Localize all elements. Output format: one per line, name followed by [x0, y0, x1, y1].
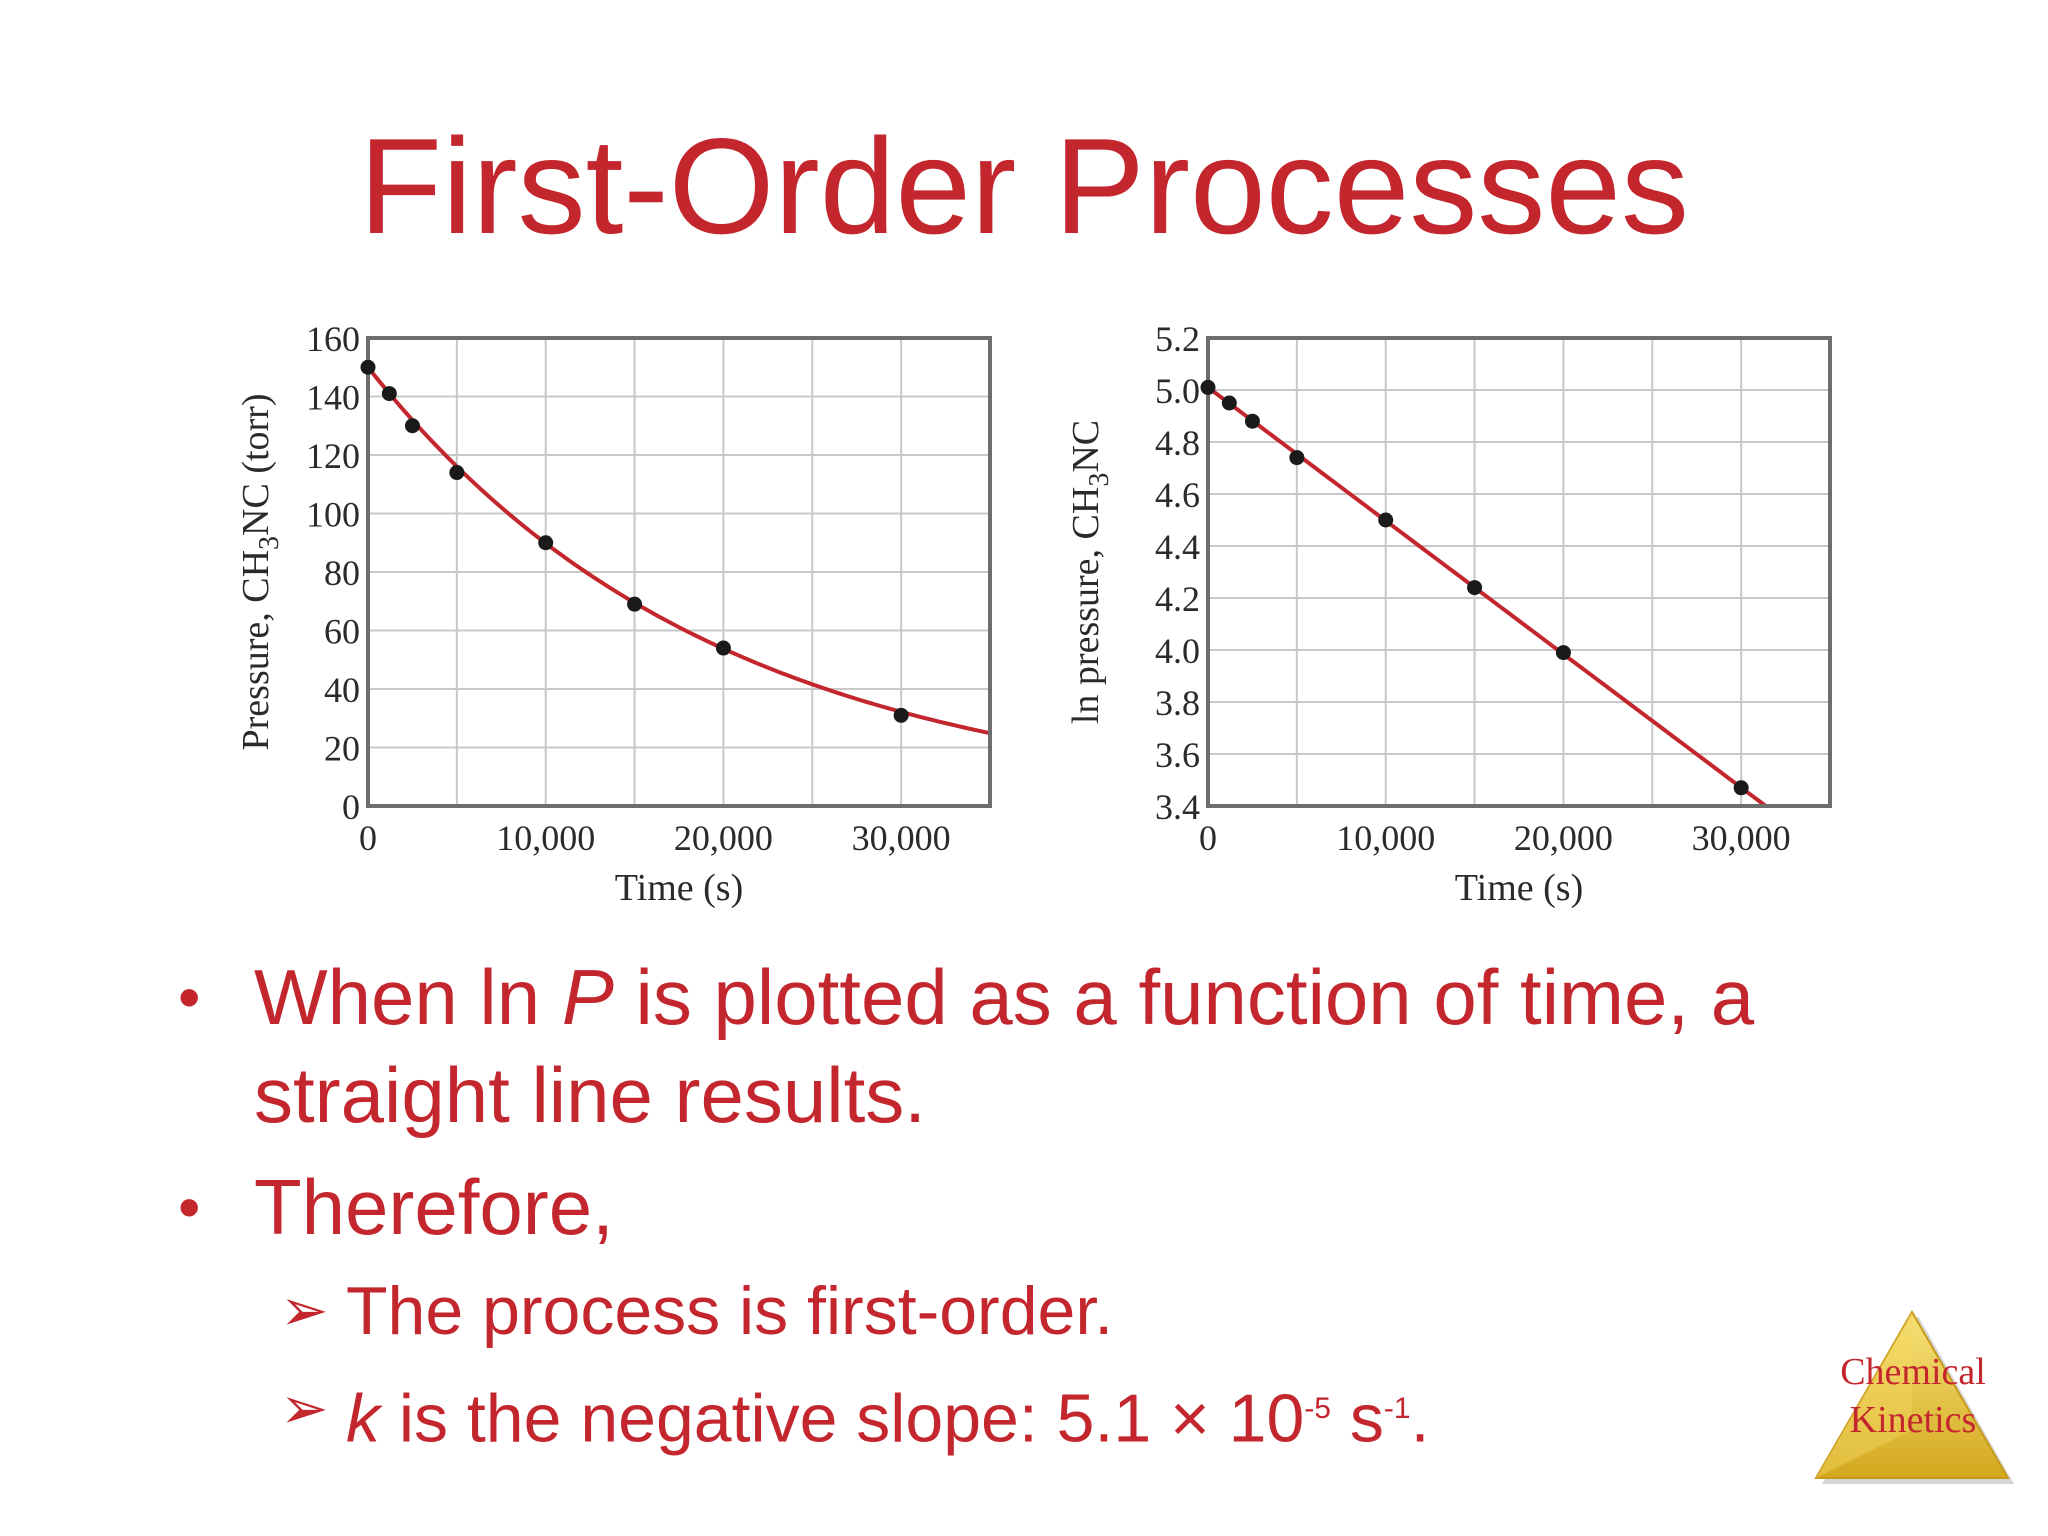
x-axis-label: Time (s) — [1455, 867, 1583, 909]
data-point — [1289, 450, 1305, 466]
y-axis-label: ln pressure, CH3NC — [1065, 420, 1115, 724]
y-tick-label: 120 — [306, 436, 360, 476]
pressure-vs-time-chart: 0 20 40 60 80 100 120 140 160 0 10,000 20,000 30,000… — [235, 319, 992, 909]
y-tick-label: 3.8 — [1155, 683, 1200, 723]
data-point — [1378, 512, 1394, 528]
data-point — [404, 418, 420, 434]
y-tick-label: 80 — [324, 553, 360, 593]
plot-frame — [366, 336, 992, 808]
arrow-bullet-icon: ➢ — [280, 1278, 329, 1343]
y-tick-label: 0 — [342, 787, 360, 827]
data-point — [360, 359, 376, 375]
bullet-dot-icon: • — [178, 961, 201, 1033]
x-tick-label: 0 — [1199, 818, 1217, 858]
data-point — [1200, 379, 1216, 395]
data-point — [538, 535, 554, 551]
x-tick-label: 30,000 — [1692, 818, 1791, 858]
y-axis-label: Pressure, CH3NC (torr) — [235, 393, 285, 750]
y-tick-label: 5.2 — [1155, 319, 1200, 359]
data-point — [627, 596, 643, 612]
badge-label: Chemical Kinetics — [1840, 1351, 1986, 1441]
bullet-list: • When ln P is plotted as a function of … — [170, 948, 1930, 1468]
data-point — [1221, 395, 1237, 411]
x-tick-label: 0 — [359, 818, 377, 858]
slide-title: First-Order Processes — [359, 110, 1689, 262]
data-point — [1555, 645, 1571, 661]
data-point — [449, 465, 465, 481]
data-point — [1244, 413, 1260, 429]
bullet-item: • Therefore, — [170, 1158, 1930, 1256]
x-tick-label: 20,000 — [674, 818, 773, 858]
x-tick-label: 10,000 — [1336, 818, 1435, 858]
y-tick-label: 40 — [324, 670, 360, 710]
bullet-item: • When ln P is plotted as a function of … — [170, 948, 1930, 1144]
y-tick-label: 160 — [306, 319, 360, 359]
y-tick-label: 60 — [324, 612, 360, 652]
y-tick-label: 4.0 — [1155, 631, 1200, 671]
chemical-kinetics-triangle-icon — [1814, 1310, 2014, 1484]
data-point — [715, 640, 731, 656]
y-tick-label: 3.4 — [1155, 787, 1200, 827]
bullet-dot-icon: • — [178, 1171, 201, 1243]
x-axis-label: Time (s) — [615, 867, 743, 909]
data-point — [381, 386, 397, 402]
y-tick-label: 4.6 — [1155, 475, 1200, 515]
y-tick-label: 3.6 — [1155, 735, 1200, 775]
plot-frame — [1206, 336, 1832, 808]
y-tick-label: 4.4 — [1155, 527, 1200, 567]
y-tick-label: 140 — [306, 378, 360, 418]
fit-curve — [366, 366, 991, 736]
arrow-bullet-icon: ➢ — [280, 1376, 329, 1441]
y-tick-label: 4.2 — [1155, 579, 1200, 619]
sub-bullet-item: ➢ k is the negative slope: 5.1 × 10-5 s-… — [170, 1360, 1930, 1468]
y-tick-label: 20 — [324, 729, 360, 769]
y-tick-label: 4.8 — [1155, 423, 1200, 463]
data-point — [893, 707, 909, 723]
sub-bullet-item: ➢ The process is first-order. — [170, 1262, 1930, 1360]
data-point — [1467, 580, 1483, 596]
data-point — [1733, 780, 1749, 796]
x-tick-label: 20,000 — [1514, 818, 1613, 858]
y-tick-label: 100 — [306, 495, 360, 535]
plot-area — [1208, 338, 1830, 806]
x-tick-label: 30,000 — [852, 818, 951, 858]
ln-pressure-vs-time-chart: 3.4 3.6 3.8 4.0 4.2 4.4 4.6 4.8 5.0 5.2 0 10,000 20,… — [1065, 319, 1832, 909]
y-tick-label: 5.0 — [1155, 371, 1200, 411]
x-tick-label: 10,000 — [496, 818, 595, 858]
